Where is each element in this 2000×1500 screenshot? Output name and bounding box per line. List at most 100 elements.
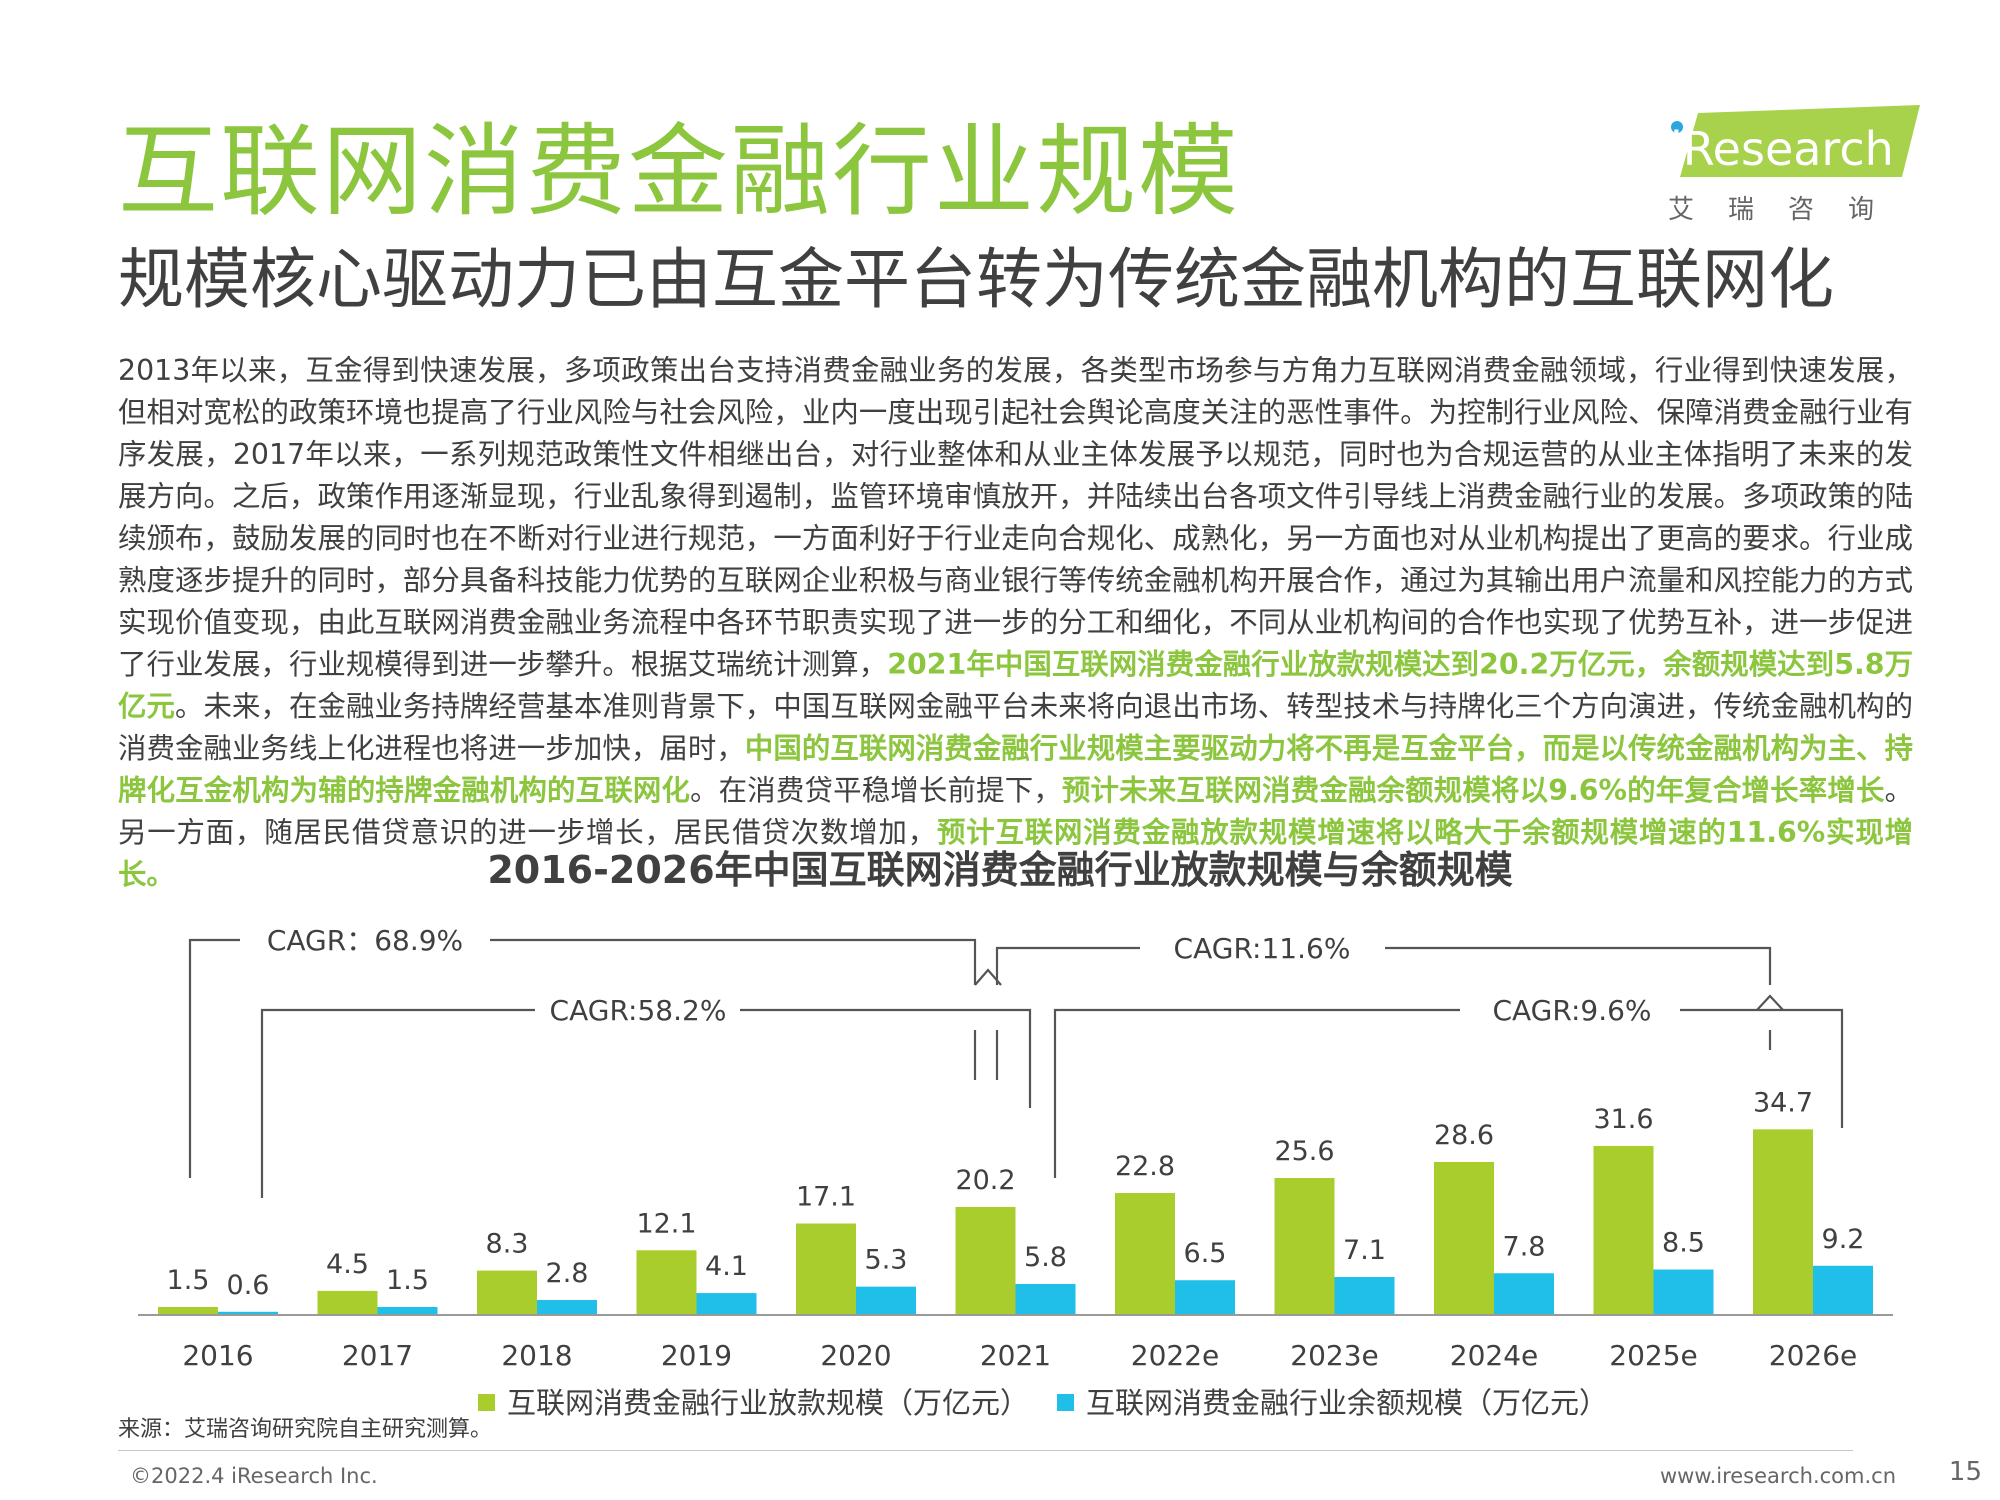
logo-subtitle: 艾瑞咨询 xyxy=(1668,195,1909,225)
value-label-balance-2022e: 6.5 xyxy=(1184,1238,1227,1269)
page-title: 互联网消费金融行业规模 xyxy=(118,113,1240,230)
body-text-segment: 。未来，在金融业务持牌经营基本准则背景下，中国互联网金融平台未来将向退出市场、转… xyxy=(118,690,1913,765)
bar-loan-2022e xyxy=(1115,1193,1175,1315)
cagr-label-balance-2016-2021: CAGR:58.2% xyxy=(550,994,727,1027)
bar-loan-2018 xyxy=(477,1270,537,1315)
x-tick-label-2026e: 2026e xyxy=(1769,1339,1857,1372)
bar-balance-2024e xyxy=(1494,1273,1554,1315)
bar-loan-2020 xyxy=(796,1223,856,1315)
page-number: 15 xyxy=(1948,1457,1982,1487)
value-label-loan-2016: 1.5 xyxy=(167,1265,210,1296)
bar-balance-2018 xyxy=(537,1300,597,1315)
bar-loan-2025e xyxy=(1593,1145,1654,1315)
value-label-balance-2021: 5.8 xyxy=(1024,1242,1067,1273)
legend-item-balance: 互联网消费金融行业余额规模（万亿元） xyxy=(1057,1383,1608,1423)
legend-label-balance: 互联网消费金融行业余额规模（万亿元） xyxy=(1086,1386,1609,1420)
value-label-loan-2025e: 31.6 xyxy=(1593,1104,1653,1135)
value-label-loan-2026e: 34.7 xyxy=(1753,1087,1813,1118)
value-label-loan-2021: 20.2 xyxy=(955,1165,1015,1196)
value-label-balance-2023e: 7.1 xyxy=(1343,1235,1386,1266)
bar-loan-2023e xyxy=(1274,1178,1335,1315)
body-text-segment: 2013年以来，互金得到快速发展，多项政策出台支持消费金融业务的发展，各类型市场… xyxy=(118,354,1913,681)
bracket-cagr-loan-2021-2026-right xyxy=(1385,946,1772,985)
bar-balance-2025e xyxy=(1653,1269,1714,1315)
x-tick-label-2024e: 2024e xyxy=(1450,1339,1538,1372)
value-labels: 1.5 0.6 4.5 1.5 8.3 2.8 12.1 4.1 17.1 5.3 20.2 5.8 2… xyxy=(167,1087,1865,1300)
x-axis-labels: 2016 2017 2018 2019 2020 2021 2022e 2023e 2024e 2… xyxy=(182,1339,1857,1372)
value-label-balance-2025e: 8.5 xyxy=(1662,1228,1705,1259)
bracket-cagr-loan-2016-2021-left xyxy=(188,938,240,1178)
bar-balance-2019 xyxy=(696,1293,757,1315)
bar-loan-2024e xyxy=(1434,1161,1494,1315)
copyright: ©2022.4 iResearch Inc. xyxy=(130,1464,378,1488)
legend-swatch-loan xyxy=(478,1393,495,1411)
value-label-loan-2022e: 22.8 xyxy=(1115,1151,1175,1182)
value-label-loan-2018: 8.3 xyxy=(486,1229,529,1260)
bracket-cagr-balance-2016-2021-left xyxy=(260,1008,535,1198)
cagr-label-balance-2021-2026: CAGR:9.6% xyxy=(1492,994,1651,1027)
body-highlight: 中国的互联网消费金融行业规模主要驱动力将不再是互金平台，而是以传统金融机构为主、… xyxy=(118,732,1913,807)
body-highlight: 预计互联网消费金融放款规模增速将以略大于余额规模增速的11.6%实现增长。 xyxy=(118,816,1913,891)
logo-dot-icon xyxy=(1671,121,1683,133)
iresearch-logo: iResearch 艾瑞咨询 xyxy=(1660,105,1930,235)
x-tick-label-2018: 2018 xyxy=(501,1339,572,1372)
x-tick-label-2017: 2017 xyxy=(342,1339,413,1372)
bar-chart: CAGR：68.9%CAGR:58.2%CAGR:11.6%CAGR:9.6% … xyxy=(138,924,1893,1372)
bar-balance-2017 xyxy=(377,1306,438,1315)
x-tick-label-2025e: 2025e xyxy=(1609,1339,1697,1372)
value-label-balance-2019: 4.1 xyxy=(705,1251,748,1282)
body-paragraph: 2013年以来，互金得到快速发展，多项政策出台支持消费金融业务的发展，各类型市场… xyxy=(118,350,1913,896)
bar-balance-2020 xyxy=(856,1286,916,1315)
bar-balance-2026e xyxy=(1813,1265,1873,1315)
page-subtitle: 规模核心驱动力已由互金平台转为传统金融机构的互联网化 xyxy=(118,241,1834,318)
bar-balance-2016 xyxy=(218,1311,278,1315)
bar-balance-2021 xyxy=(1015,1283,1076,1315)
x-tick-label-2023e: 2023e xyxy=(1290,1339,1378,1372)
source-note: 来源：艾瑞咨询研究院自主研究测算。 xyxy=(118,1417,493,1442)
bar-loan-2019 xyxy=(636,1250,697,1315)
bracket-cagr-loan-2016-2021-right xyxy=(490,938,977,985)
value-label-balance-2018: 2.8 xyxy=(546,1258,589,1289)
bracket-cagr-balance-2016-2021-right xyxy=(740,1008,1032,1108)
bar-loan-2017 xyxy=(317,1290,378,1315)
cagr-label-loan-2016-2021: CAGR：68.9% xyxy=(267,924,463,957)
x-tick-label-2021: 2021 xyxy=(980,1339,1051,1372)
legend-item-loan: 互联网消费金融行业放款规模（万亿元） xyxy=(478,1383,1029,1423)
logo-banner-shape xyxy=(1680,105,1920,177)
value-label-balance-2017: 1.5 xyxy=(386,1265,429,1296)
bracket-cagr-balance-2021-2026-right xyxy=(1680,1008,1844,1128)
value-label-loan-2023e: 25.6 xyxy=(1274,1136,1334,1167)
body-text-segment: 。另一方面，随居民借贷意识的进一步增长，居民借贷次数增加， xyxy=(118,774,1913,849)
x-tick-label-2016: 2016 xyxy=(182,1339,253,1372)
x-tick-label-2019: 2019 xyxy=(661,1339,732,1372)
value-label-balance-2016: 0.6 xyxy=(227,1270,270,1301)
logo-wordmark: iResearch xyxy=(1670,122,1894,176)
chart-bars xyxy=(158,1129,1873,1315)
value-label-loan-2019: 12.1 xyxy=(636,1208,696,1239)
body-highlight: 2021年中国互联网消费金融行业放款规模达到20.2万亿元，余额规模达到5.8万… xyxy=(118,648,1913,723)
bar-balance-2022e xyxy=(1175,1280,1235,1315)
website-url: www.iresearch.com.cn xyxy=(1659,1464,1896,1488)
body-highlight: 预计未来互联网消费金融余额规模将以9.6%的年复合增长率增长 xyxy=(1061,774,1885,807)
x-tick-label-2022e: 2022e xyxy=(1131,1339,1219,1372)
value-label-balance-2026e: 9.2 xyxy=(1822,1224,1865,1255)
bar-loan-2026e xyxy=(1753,1129,1813,1315)
cagr-brackets: CAGR：68.9% CAGR:58.2% CAGR:11.6% CAGR:9.6% xyxy=(188,924,1844,1198)
value-label-loan-2024e: 28.6 xyxy=(1434,1120,1494,1151)
value-label-loan-2020: 17.1 xyxy=(796,1182,856,1213)
bar-loan-2021 xyxy=(955,1206,1016,1315)
bar-loan-2016 xyxy=(158,1306,218,1315)
legend-label-loan: 互联网消费金融行业放款规模（万亿元） xyxy=(507,1386,1030,1420)
bracket-cagr-loan-2021-2026-left xyxy=(995,946,1140,985)
body-text-segment: 。在消费贷平稳增长前提下， xyxy=(690,774,1062,807)
footer-divider xyxy=(118,1450,1853,1451)
bracket-peak-2026 xyxy=(1756,994,1784,1011)
legend-swatch-balance xyxy=(1057,1393,1074,1411)
bracket-cagr-balance-2021-2026-left xyxy=(1053,1008,1460,1178)
bar-balance-2023e xyxy=(1334,1277,1395,1315)
x-tick-label-2020: 2020 xyxy=(820,1339,891,1372)
chart-title: 2016-2026年中国互联网消费金融行业放款规模与余额规模 xyxy=(487,848,1513,892)
value-label-balance-2024e: 7.8 xyxy=(1503,1231,1546,1262)
cagr-label-loan-2021-2026: CAGR:11.6% xyxy=(1174,932,1351,965)
value-label-loan-2017: 4.5 xyxy=(326,1249,369,1280)
